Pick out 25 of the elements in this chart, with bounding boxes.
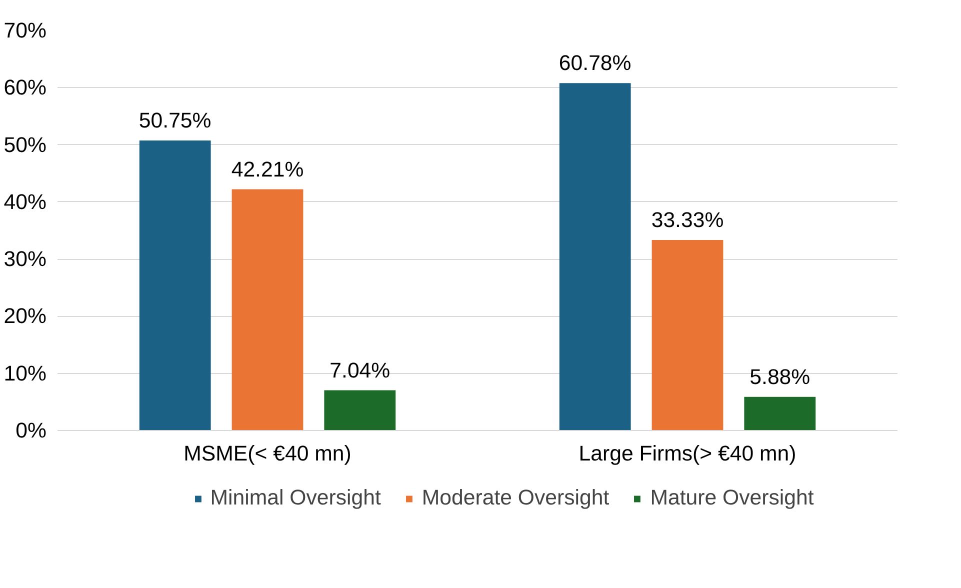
x-tick-label: Large Firms(> €40 mn): [578, 442, 796, 466]
legend-label: Minimal Oversight: [210, 486, 381, 510]
data-label: 5.88%: [750, 364, 810, 389]
bar: [744, 396, 816, 430]
bar: [324, 390, 396, 430]
bar: [652, 240, 724, 430]
data-label: 50.75%: [138, 108, 212, 132]
y-tick-label: 40%: [4, 190, 47, 214]
data-label: 33.33%: [651, 208, 724, 232]
y-tick-label: 50%: [4, 132, 47, 157]
y-tick-label: 20%: [4, 304, 47, 328]
y-tick-label: 70%: [4, 18, 47, 42]
y-tick-label: 60%: [4, 76, 47, 100]
bar: [559, 83, 631, 430]
data-label: 42.21%: [231, 157, 304, 182]
data-label: 7.04%: [330, 358, 390, 382]
y-tick-label: 0%: [16, 418, 47, 442]
y-tick-label: 30%: [4, 247, 47, 272]
data-label: 60.78%: [558, 51, 632, 76]
y-tick-label: 10%: [4, 361, 47, 386]
x-tick-label: MSME(< €40 mn): [184, 442, 352, 466]
legend-label: Moderate Oversight: [422, 486, 610, 510]
legend-label: Mature Oversight: [650, 486, 814, 510]
bar: [139, 140, 211, 430]
bar: [232, 189, 304, 430]
